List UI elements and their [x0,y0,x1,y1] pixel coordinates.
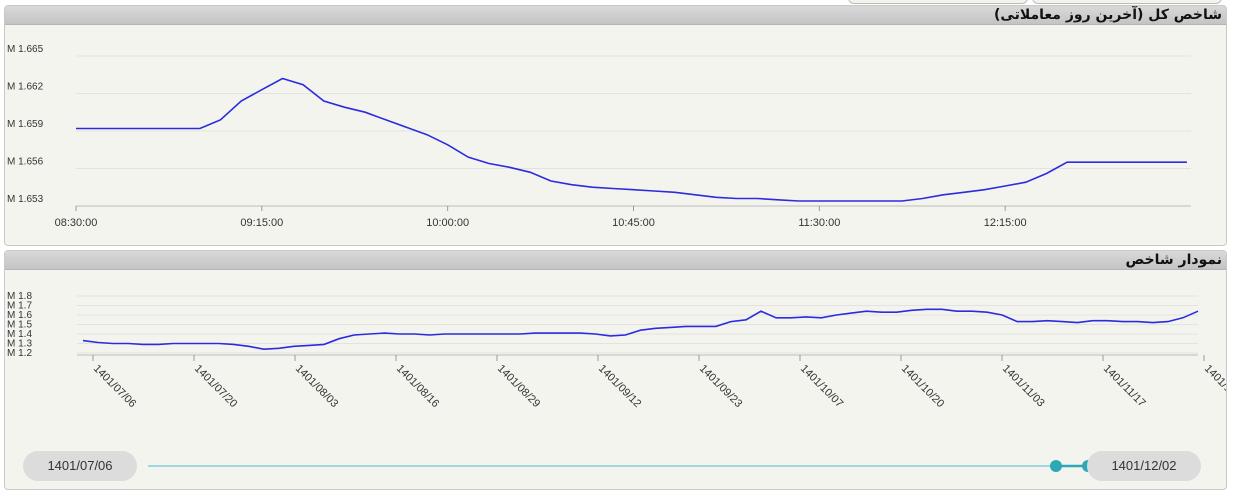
x-tick-label: 08:30:00 [55,217,98,229]
y-tick-label: M 1.6 [7,310,32,321]
x-tick-label: 1401/07/06 [91,363,138,410]
x-tick-label: 09:15:00 [240,217,283,229]
index-series-line [76,77,1187,202]
x-tick-label: 10:45:00 [612,217,655,229]
x-tick-label: 1401/11/17 [1101,363,1148,410]
range-start-label[interactable]: 1401/07/06 [23,451,137,481]
intraday-panel: شاخص کل (آخرین روز معاملاتی) M 1.653 M 1.… [4,5,1227,246]
y-tick-label: M 1.5 [7,320,32,331]
history-index-chart: M 1.2M 1.3M 1.4M 1.5M 1.6M 1.7M 1.8 1401/… [7,291,1226,410]
x-tick-label: 1401/11/03 [1000,363,1047,410]
y-tick-label: M 1.2 [7,348,32,359]
x-tick-label: 1401/10/20 [899,363,946,410]
intraday-panel-title: شاخص کل (آخرین روز معاملاتی) [5,6,1226,25]
index-series-line [82,308,1199,351]
x-tick-label: 1401/09/12 [596,363,643,410]
range-start-handle[interactable] [1050,460,1062,472]
range-end-label[interactable]: 1401/12/02 [1087,451,1201,481]
x-tick-label: 12:15:00 [984,217,1027,229]
y-tick-label: M 1.653 [7,194,44,205]
y-tick-label: M 1.7 [7,301,32,312]
x-tick-label: 1401/12 [1202,363,1226,400]
intraday-index-chart: M 1.653 M 1.656 M 1.659 M 1.662 M 1.665 08:30… [7,44,1191,229]
x-tick-label: 1401/08/29 [495,363,542,410]
history-panel-title: نمودار شاخص [5,251,1226,270]
y-tick-label: M 1.3 [7,339,32,350]
x-tick-label: 1401/07/20 [192,363,239,410]
y-tick-label: M 1.665 [7,44,44,55]
history-panel: نمودار شاخص M 1.2 M 1.3 M 1.4 M 1.5 M 1.6 M 1… [4,250,1227,490]
header-tab-2 [1032,0,1222,4]
header-tab [848,0,1028,4]
x-tick-label: 10:00:00 [426,217,469,229]
y-tick-label: M 1.656 [7,157,44,168]
y-tick-label: M 1.659 [7,119,44,130]
y-tick-label: M 1.662 [7,82,44,93]
x-tick-label: 1401/08/03 [293,363,340,410]
y-tick-label: M 1.8 [7,291,32,302]
date-range-slider[interactable] [5,446,1226,486]
x-tick-label: 1401/09/23 [697,363,744,410]
x-tick-label: 11:30:00 [798,217,840,229]
x-tick-label: 1401/10/07 [798,363,845,410]
y-tick-label: M 1.4 [7,329,32,340]
x-tick-label: 1401/08/16 [394,363,441,410]
